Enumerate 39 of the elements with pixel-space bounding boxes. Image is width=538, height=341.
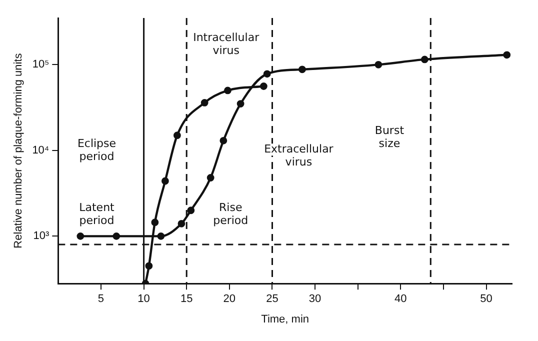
point: [298, 66, 306, 74]
point: [145, 262, 153, 270]
point: [178, 220, 186, 228]
point: [173, 132, 181, 140]
point: [220, 136, 228, 144]
x-tick-label: 5: [98, 293, 104, 306]
point: [420, 56, 428, 64]
point: [112, 232, 120, 240]
point: [260, 82, 268, 90]
x-axis-title: Time, min: [261, 313, 310, 326]
annotation: Burst size: [374, 124, 405, 150]
x-tick-label: 25: [266, 293, 278, 306]
x-tick-label: 40: [394, 293, 407, 306]
point: [157, 232, 165, 240]
point: [200, 99, 208, 106]
annotation: Eclipse period: [77, 137, 116, 164]
y-tick-label: 10⁴: [32, 144, 50, 156]
annotation: Latent period: [79, 200, 116, 227]
point: [374, 60, 382, 68]
x-tick-label: 30: [308, 293, 322, 306]
point: [206, 174, 214, 182]
point: [162, 177, 169, 185]
annotation: Intracellular virus: [193, 30, 260, 57]
y-axis-title: Relative number of plaque-forming units: [12, 52, 25, 248]
point: [263, 70, 271, 78]
annotation: Rise period: [213, 200, 248, 227]
y-tick-label: 10⁵: [32, 58, 50, 71]
x-tick-label: 15: [180, 293, 193, 306]
point: [503, 51, 511, 59]
point: [236, 100, 244, 108]
point: [151, 218, 159, 226]
x-tick-label: 20: [223, 293, 236, 306]
x-tick-label: 10: [138, 293, 150, 306]
x-tick-label: 50: [480, 293, 492, 306]
point: [187, 206, 195, 214]
point: [76, 232, 84, 240]
annotation: Extracellular virus: [264, 142, 334, 168]
point: [224, 86, 232, 94]
y-tick-label: 10³: [33, 230, 50, 242]
